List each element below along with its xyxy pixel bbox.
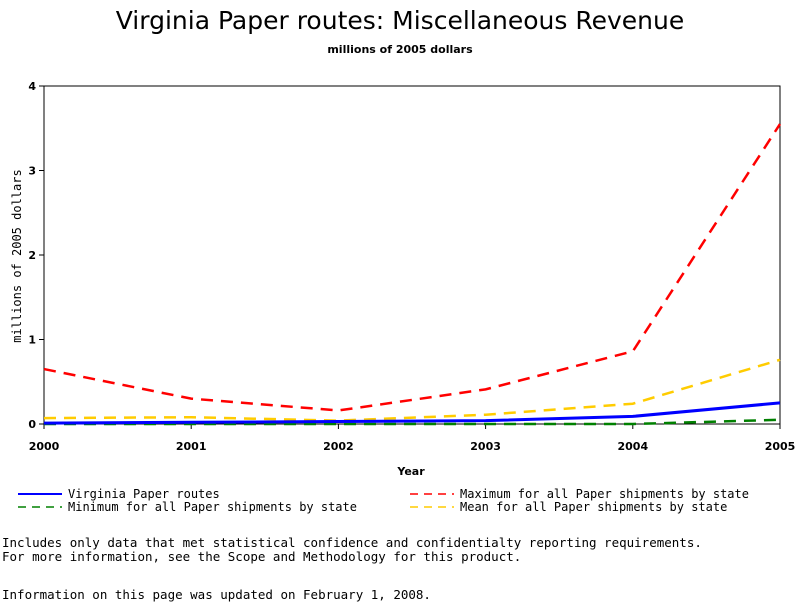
- chart-subtitle: millions of 2005 dollars: [327, 43, 473, 56]
- legend-label: Virginia Paper routes: [68, 487, 220, 501]
- series-line-3: [43, 358, 781, 422]
- note-updated: Information on this page was updated on …: [2, 587, 431, 602]
- y-tick-label: 2: [28, 249, 36, 262]
- x-tick-label: 2002: [323, 440, 354, 453]
- x-axis-label: Year: [396, 465, 425, 478]
- x-tick-label: 2003: [470, 440, 501, 453]
- x-tick-label: 2000: [29, 440, 60, 453]
- legend-label: Minimum for all Paper shipments by state: [68, 500, 357, 514]
- legend: Virginia Paper routes Maximum for all Pap…: [18, 487, 749, 514]
- series-line-1: [43, 123, 782, 412]
- chart-axes: 0 1 2 3 4 2000 2001 2002 2003 2004 2005: [28, 80, 795, 453]
- note-more-info: For more information, see the Scope and …: [2, 549, 522, 564]
- plot-frame: [43, 85, 781, 425]
- note-confidence: Includes only data that met statistical …: [2, 535, 702, 550]
- chart-title: Virginia Paper routes: Miscellaneous Rev…: [115, 6, 685, 35]
- y-tick-label: 3: [28, 165, 36, 178]
- series-line-2: [44, 418, 781, 426]
- legend-label: Mean for all Paper shipments by state: [460, 500, 727, 514]
- y-tick-label: 1: [28, 334, 36, 347]
- x-tick-label: 2001: [176, 440, 207, 453]
- series-line-0: [43, 401, 781, 425]
- y-axis-label: millions of 2005 dollars: [10, 169, 24, 342]
- x-tick-label: 2004: [617, 440, 648, 453]
- x-tick-label: 2005: [765, 440, 796, 453]
- y-tick-label: 0: [28, 418, 36, 431]
- y-tick-label: 4: [28, 80, 36, 93]
- legend-label: Maximum for all Paper shipments by state: [460, 487, 749, 501]
- series-lines: [43, 123, 782, 426]
